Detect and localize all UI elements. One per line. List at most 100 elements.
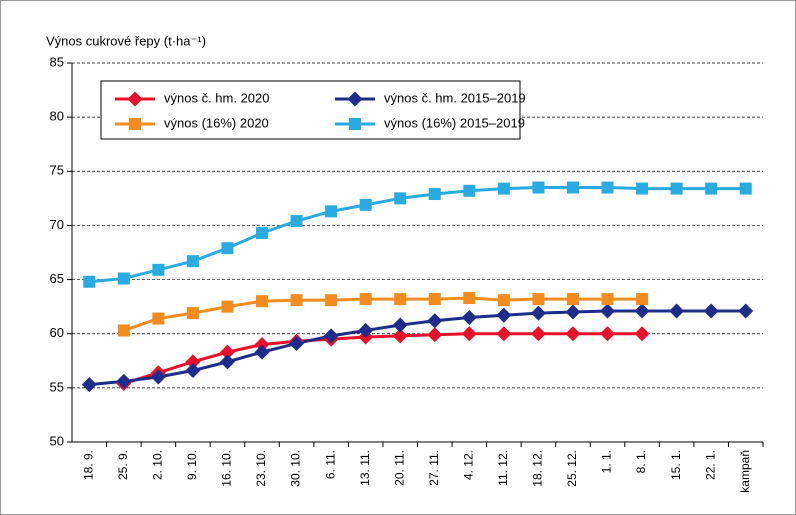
marker — [185, 354, 201, 370]
marker — [532, 181, 545, 194]
legend-marker — [129, 118, 141, 130]
y-tick-label: 50 — [50, 433, 64, 448]
x-tick-label: 25. 9. — [116, 450, 130, 480]
legend-label: výnos (16%) 2015–2019 — [384, 115, 525, 130]
x-tick-label: 20. 11. — [392, 450, 406, 486]
x-tick-label: 6. 11. — [323, 450, 337, 479]
marker — [152, 263, 165, 276]
x-tick-label: 9. 10. — [185, 450, 199, 480]
marker — [392, 317, 408, 333]
marker — [359, 293, 372, 306]
marker — [290, 294, 303, 307]
marker — [83, 275, 96, 288]
x-tick-label: 13. 11. — [358, 450, 372, 486]
marker — [566, 181, 579, 194]
series-line — [123, 332, 643, 385]
x-tick-label: 15. 1. — [669, 450, 683, 480]
y-tick-label: 70 — [50, 217, 64, 232]
marker — [601, 293, 614, 306]
legend: výnos č. hm. 2020 výnos č. hm. 2015–2019 v… — [100, 80, 526, 140]
x-tick-label: 11. 12. — [496, 450, 510, 486]
marker — [461, 326, 477, 342]
marker — [461, 309, 477, 325]
legend-marker — [349, 118, 361, 130]
marker — [496, 307, 512, 323]
x-tick-label: 8. 1. — [634, 450, 648, 473]
marker — [185, 363, 201, 379]
x-tick-label: 16. 10. — [220, 450, 234, 487]
marker — [394, 192, 407, 205]
marker — [600, 326, 616, 342]
marker — [186, 307, 199, 320]
marker — [497, 294, 510, 307]
legend-marker — [347, 91, 363, 107]
legend-label: výnos (16%) 2020 — [164, 115, 269, 130]
marker — [221, 300, 234, 313]
marker — [427, 313, 443, 329]
x-tick-label: 1. 1. — [600, 450, 614, 473]
marker — [669, 303, 685, 319]
marker — [463, 291, 476, 304]
y-tick-label: 75 — [50, 163, 64, 178]
marker — [601, 181, 614, 194]
y-tick-label: 65 — [50, 271, 64, 286]
marker — [325, 294, 338, 307]
marker — [81, 377, 97, 393]
x-tick-label: 18. 9. — [81, 450, 95, 480]
marker — [256, 295, 269, 308]
marker — [705, 182, 718, 195]
marker — [739, 182, 752, 195]
marker — [117, 324, 130, 337]
y-tick-label: 60 — [50, 325, 64, 340]
marker — [325, 205, 338, 218]
marker — [670, 182, 683, 195]
marker — [290, 215, 303, 228]
x-tick-label: 18. 12. — [531, 450, 545, 487]
x-tick-label: 27. 11. — [427, 450, 441, 486]
y-tick-label: 80 — [50, 109, 64, 124]
marker — [428, 293, 441, 306]
x-tick-label: 30. 10. — [289, 450, 303, 487]
marker — [496, 326, 512, 342]
marker — [394, 293, 407, 306]
marker — [289, 335, 305, 351]
x-tick-label: 22. 1. — [703, 450, 717, 480]
x-tick-label: 25. 12. — [565, 450, 579, 487]
marker — [359, 198, 372, 211]
legend-box — [100, 80, 521, 140]
marker — [254, 337, 270, 353]
marker — [703, 303, 719, 319]
marker — [221, 242, 234, 255]
marker — [219, 344, 235, 360]
y-axis-title: Výnos cukrové řepy (t·ha⁻¹) — [46, 33, 206, 48]
series-line — [123, 296, 643, 332]
marker — [428, 188, 441, 201]
marker — [358, 322, 374, 338]
y-tick-label: 85 — [50, 54, 64, 69]
marker — [738, 303, 754, 319]
marker — [497, 182, 510, 195]
legend-label: výnos č. hm. 2020 — [164, 90, 270, 105]
marker — [256, 227, 269, 240]
x-tick-label: 23. 10. — [254, 450, 268, 487]
marker — [150, 369, 166, 385]
x-tick-label: 2. 10. — [151, 450, 165, 480]
marker — [530, 305, 546, 321]
y-tick-label: 55 — [50, 379, 64, 394]
marker — [427, 327, 443, 343]
marker — [636, 182, 649, 195]
marker — [152, 312, 165, 325]
marker — [600, 303, 616, 319]
marker — [186, 255, 199, 268]
marker — [323, 328, 339, 344]
marker — [219, 354, 235, 370]
marker — [532, 293, 545, 306]
x-tick-label: 4. 12. — [461, 450, 475, 480]
marker — [634, 303, 650, 319]
marker — [636, 293, 649, 306]
marker — [565, 304, 581, 320]
legend-label: výnos č. hm. 2015–2019 — [384, 90, 526, 105]
marker — [116, 373, 132, 389]
marker — [463, 184, 476, 197]
